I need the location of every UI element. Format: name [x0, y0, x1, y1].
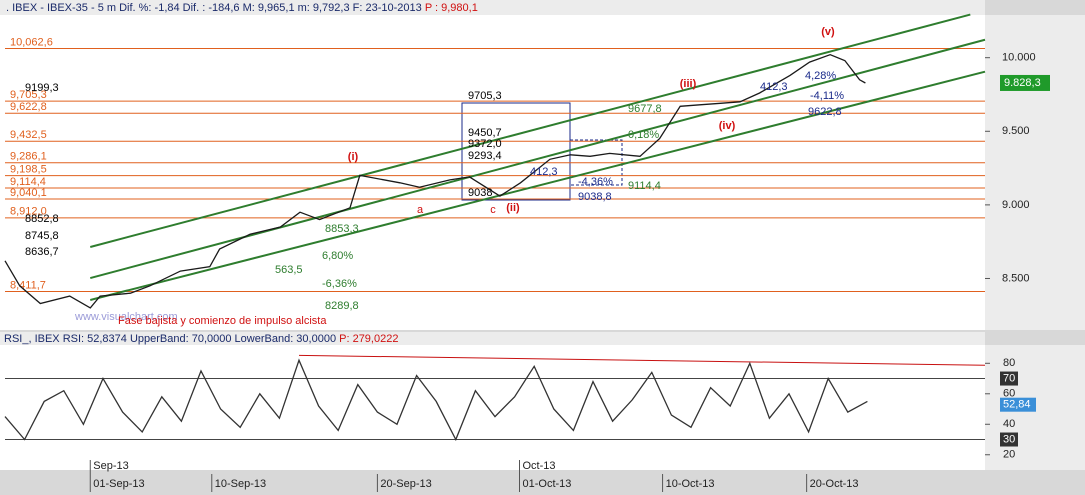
price-line — [4, 54, 866, 309]
annotation: 9450,7 — [468, 127, 502, 139]
level-label: 9,622,8 — [10, 101, 47, 113]
title-text: RSI_, IBEX RSI: 52,8374 UpperBand: 70,00… — [4, 333, 336, 345]
annotation: 412,3 — [760, 81, 788, 93]
annotation: 9199,3 — [25, 82, 59, 94]
rsi-header — [0, 332, 985, 345]
y-tick-label: 40 — [1003, 418, 1015, 430]
x-tick-label: 20-Sep-13 — [380, 478, 431, 490]
price-line — [4, 358, 868, 442]
x-tick-label: 20-Oct-13 — [810, 478, 859, 490]
rsi-title: RSI_, IBEX RSI: 52,8374 UpperBand: 70,00… — [4, 333, 398, 345]
wave-label: (ii) — [506, 202, 520, 214]
annotation: 9622,8 — [808, 106, 842, 118]
annotation: Fase bajista y comienzo de impulso alcis… — [118, 315, 327, 327]
level-label: 9,114,4 — [10, 176, 46, 188]
last-value-label: 52,84 — [1003, 399, 1031, 411]
band-label: 70 — [1003, 372, 1015, 384]
y-tick-label: 60 — [1003, 388, 1015, 400]
header — [0, 0, 985, 15]
band-box — [1000, 371, 1018, 386]
annotation: 8745,8 — [25, 230, 59, 242]
x-tick-label: 01-Oct-13 — [523, 478, 572, 490]
annotation: 9293,4 — [468, 150, 502, 162]
month-label: Sep-13 — [93, 460, 128, 472]
annotation: 8853,3 — [325, 223, 359, 235]
price-plot — [0, 15, 985, 330]
wave-label: c — [490, 204, 496, 216]
channel-line — [90, 38, 986, 280]
level-label: 9,705,3 — [10, 89, 47, 101]
annotation: -4,36% — [578, 176, 613, 188]
annotation: 9677,8 — [628, 103, 662, 115]
y-tick-label: 80 — [1003, 357, 1015, 369]
annotation: -4,11% — [810, 90, 844, 102]
level-label: 8,912,0 — [10, 206, 47, 218]
annotation: 6,80% — [322, 250, 353, 262]
annotation: www.visualchart.com — [74, 311, 178, 323]
rsi-plot — [0, 345, 985, 470]
annotation: -6,36% — [322, 278, 357, 290]
y-tick-label: 20 — [1003, 449, 1015, 461]
level-label: 9,432,5 — [10, 129, 47, 141]
band-label: 30 — [1003, 433, 1015, 445]
level-label: 10,062,6 — [10, 36, 53, 48]
annotation: 9038 — [468, 187, 492, 199]
band-box — [1000, 432, 1018, 447]
level-label: 9,198,5 — [10, 164, 47, 176]
level-label: 8,411,7 — [10, 279, 46, 291]
annotation: 412,3 — [530, 166, 558, 178]
wave-label: (iii) — [680, 78, 697, 90]
last-price-box — [1000, 74, 1050, 91]
x-tick-label: 10-Sep-13 — [215, 478, 266, 490]
y-tick-label: 8.500 — [1002, 272, 1030, 284]
annotation: 8636,7 — [25, 246, 59, 258]
channel-line — [90, 70, 986, 301]
annotation: 0,18% — [628, 129, 659, 141]
price-axis — [985, 15, 1085, 330]
trend-line — [298, 354, 986, 366]
channel-line — [90, 13, 971, 248]
level-label: 9,286,1 — [10, 151, 47, 163]
month-label: Oct-13 — [523, 460, 556, 472]
title-price: P : 9,980,1 — [425, 2, 478, 14]
annotation: 4,28% — [805, 70, 836, 82]
level-label: 9,040,1 — [10, 187, 47, 199]
annotation: 9372,0 — [468, 138, 502, 150]
annotation: 8289,8 — [325, 300, 359, 312]
y-tick-label: 9.500 — [1002, 125, 1030, 137]
last-price-label: 9.828,3 — [1004, 77, 1041, 89]
wave-label: a — [417, 204, 424, 216]
title-price: P: 279,0222 — [339, 333, 398, 345]
y-tick-label: 9.000 — [1002, 199, 1030, 211]
wave-label: (iv) — [719, 120, 736, 132]
annotation: 9038,8 — [578, 191, 612, 203]
y-tick-label: 10.000 — [1002, 52, 1036, 64]
annotation: 8852,8 — [25, 213, 59, 225]
annotation: 563,5 — [275, 264, 303, 276]
last-value-box — [1000, 397, 1036, 412]
x-tick-label: 01-Sep-13 — [93, 478, 144, 490]
wave-label: (v) — [821, 26, 835, 38]
price-title: . IBEX - IBEX-35 - 5 m Dif. %: -1,84 Dif… — [6, 2, 478, 14]
annotation: 9114,4 — [628, 180, 661, 192]
x-tick-label: 10-Oct-13 — [666, 478, 715, 490]
title-text: . IBEX - IBEX-35 - 5 m Dif. %: -1,84 Dif… — [6, 2, 422, 14]
annotation: 9705,3 — [468, 90, 502, 102]
wave-label: (i) — [348, 151, 359, 163]
